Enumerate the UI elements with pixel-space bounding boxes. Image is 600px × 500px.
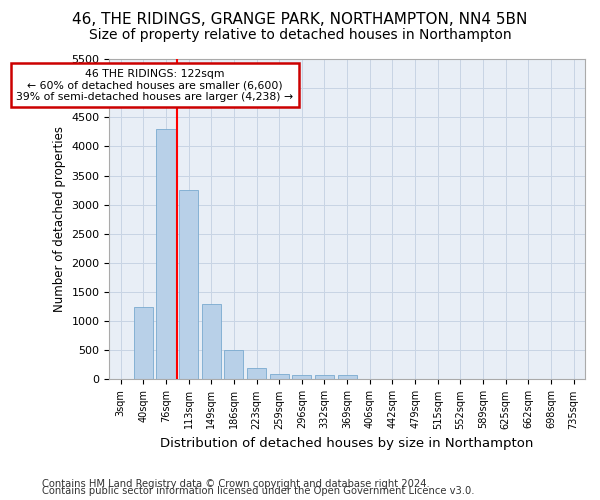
Bar	[247, 368, 266, 380]
Bar	[292, 375, 311, 380]
X-axis label: Distribution of detached houses by size in Northampton: Distribution of detached houses by size …	[160, 437, 534, 450]
Text: Contains HM Land Registry data © Crown copyright and database right 2024.: Contains HM Land Registry data © Crown c…	[42, 479, 430, 489]
Y-axis label: Number of detached properties: Number of detached properties	[53, 126, 66, 312]
Bar	[134, 306, 153, 380]
Bar	[224, 350, 244, 380]
Text: 46 THE RIDINGS: 122sqm
← 60% of detached houses are smaller (6,600)
39% of semi-: 46 THE RIDINGS: 122sqm ← 60% of detached…	[16, 68, 293, 102]
Bar	[179, 190, 198, 380]
Bar	[202, 304, 221, 380]
Bar	[269, 374, 289, 380]
Text: Size of property relative to detached houses in Northampton: Size of property relative to detached ho…	[89, 28, 511, 42]
Bar	[338, 375, 357, 380]
Bar	[156, 129, 176, 380]
Text: 46, THE RIDINGS, GRANGE PARK, NORTHAMPTON, NN4 5BN: 46, THE RIDINGS, GRANGE PARK, NORTHAMPTO…	[73, 12, 527, 28]
Text: Contains public sector information licensed under the Open Government Licence v3: Contains public sector information licen…	[42, 486, 475, 496]
Bar	[315, 375, 334, 380]
